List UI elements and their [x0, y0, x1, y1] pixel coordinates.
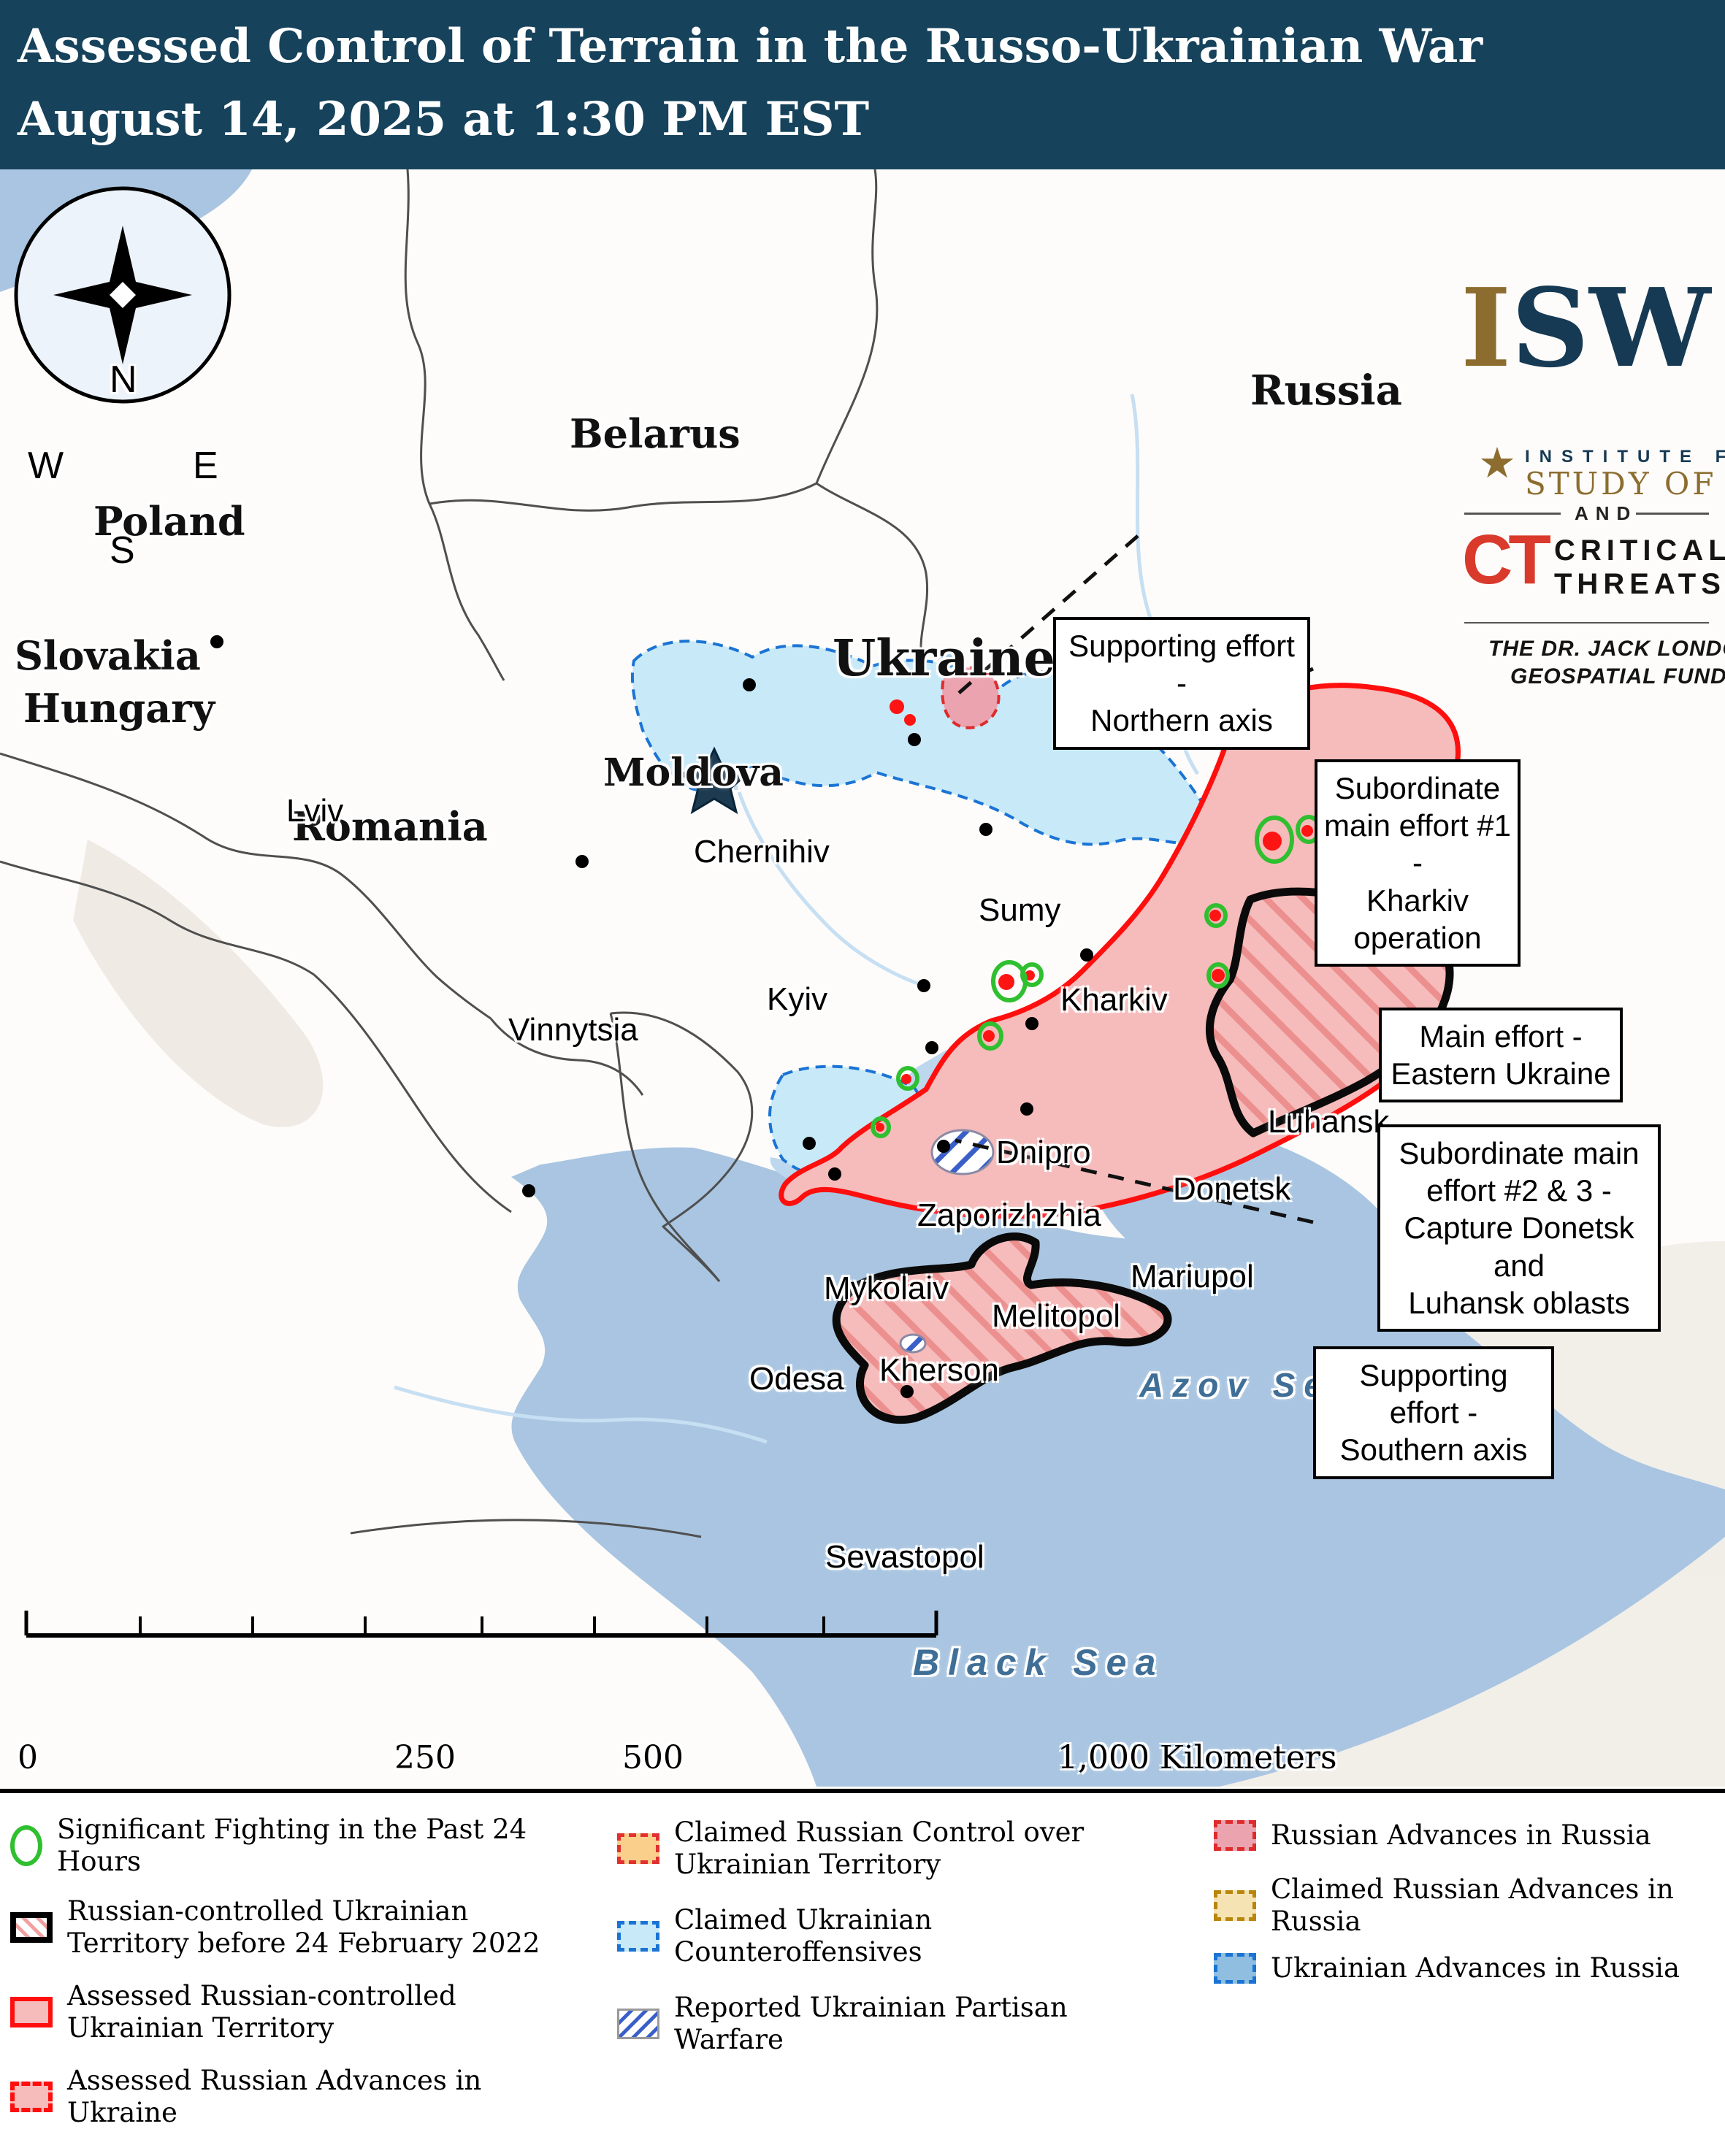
map-subtitle-datetime: August 14, 2025 at 1:30 PM EST: [18, 92, 870, 147]
and-label: AND: [1575, 502, 1638, 524]
country-label-belarus: Belarus: [570, 410, 741, 457]
legend-label: Assessed Russian-controlled Ukrainian Te…: [67, 1980, 456, 2044]
legend-panel: Significant Fighting in the Past 24 Hour…: [0, 1789, 1725, 2156]
legend-label: Assessed Russian Advances in Ukraine: [67, 2065, 482, 2128]
isw-logo: ISW: [1461, 274, 1710, 382]
legend-item-russian-advances-russia: Russian Advances in Russia: [1214, 1819, 1725, 1852]
legend-item-significant-fighting: Significant Fighting in the Past 24 Hour…: [10, 1814, 594, 1877]
legend-label: Claimed Ukrainian Counteroffensives: [674, 1904, 933, 1968]
fighting-swatch-icon: [10, 1825, 42, 1866]
scale-end-label: 1,000 Kilometers: [1057, 1739, 1337, 1776]
country-label-romania: Romania: [292, 803, 488, 850]
ua-advances-russia-swatch-icon: [1214, 1952, 1256, 1984]
advances-ukraine-swatch-icon: [10, 2081, 53, 2112]
map-title: Assessed Control of Terrain in the Russo…: [18, 19, 1483, 74]
scale-tick-250: 250: [394, 1739, 456, 1776]
legend-item-claimed-russian-advances-russia: Claimed Russian Advances in Russia: [1214, 1873, 1725, 1937]
country-label-hungary: Hungary: [23, 685, 215, 732]
isw-star-icon: ★: [1478, 440, 1516, 487]
claimed-ua-counteroffensive-swatch-icon: [617, 1920, 659, 1952]
legend-item-ukrainian-advances-russia: Ukrainian Advances in Russia: [1214, 1952, 1725, 1984]
crimea-region: [832, 1232, 1172, 1424]
legend-item-assessed-russian-controlled: Assessed Russian-controlled Ukrainian Te…: [10, 1980, 594, 2044]
partisan-swatch-icon: [617, 2008, 659, 2039]
compass-s: S: [110, 529, 135, 572]
city-label-dnipro: Dnipro: [996, 1135, 1091, 1170]
city-label-luhansk: Luhansk: [1268, 1104, 1390, 1140]
scale-tick-0: 0: [18, 1739, 38, 1776]
city-label-zaporizhzhia: Zaporizhzhia: [917, 1197, 1101, 1233]
city-label-mykolaiv: Mykolaiv: [824, 1270, 949, 1306]
fund-divider: [1464, 622, 1709, 624]
city-label-sumy: Sumy: [979, 892, 1061, 928]
advances-russia-swatch-icon: [1214, 1819, 1256, 1851]
title-bar: Assessed Control of Terrain in the Russo…: [0, 0, 1725, 169]
claimed-advances-russia-swatch-icon: [1214, 1890, 1256, 1921]
legend-label: Russian-controlled Ukrainian Territory b…: [67, 1895, 540, 1959]
callout-southern-axis: Supporting effort - Southern axis: [1313, 1346, 1554, 1479]
callout-donetsk-luhansk: Subordinate main effort #2 & 3 - Capture…: [1377, 1124, 1661, 1332]
city-dots: [210, 635, 1093, 1398]
legend-item-russian-advances-ukraine: Assessed Russian Advances in Ukraine: [10, 2065, 594, 2128]
city-label-vinnytsia: Vinnytsia: [508, 1012, 638, 1048]
compass-n: N: [110, 358, 137, 401]
critical-threats-word1: CRITICAL: [1554, 534, 1725, 567]
kyiv-star-icon: [678, 746, 751, 815]
callout-main-effort-east: Main effort - Eastern Ukraine: [1379, 1008, 1623, 1103]
city-label-sevastopol: Sevastopol: [825, 1539, 984, 1575]
assessed-swatch-icon: [10, 1996, 53, 2028]
legend-label: Claimed Russian Control over Ukrainian T…: [674, 1817, 1085, 1880]
country-label-ukraine: Ukraine: [833, 629, 1055, 688]
city-label-kharkiv: Kharkiv: [1060, 982, 1168, 1018]
callout-kharkiv-operation: Subordinate main effort #1 - Kharkiv ope…: [1315, 759, 1521, 967]
callout-northern-axis: Supporting effort - Northern axis: [1053, 617, 1310, 750]
city-label-mariupol: Mariupol: [1131, 1259, 1254, 1294]
isw-study-of-war-text: STUDY OF WAR: [1525, 466, 1725, 502]
compass-rose-icon: [14, 186, 232, 404]
isw-logo-sw: SW: [1511, 264, 1711, 391]
city-label-kyiv: Kyiv: [767, 981, 828, 1017]
fund-line2: GEOSPATIAL FUND: [1510, 664, 1725, 688]
country-label-russia: Russia: [1250, 367, 1402, 415]
city-label-chernihiv: Chernihiv: [694, 834, 830, 870]
claimed-russian-control-swatch-icon: [617, 1833, 659, 1864]
compass-w: W: [28, 445, 64, 487]
critical-threats-ct-icon: CT: [1462, 521, 1551, 599]
city-label-odesa: Odesa: [749, 1361, 844, 1397]
legend-label: Significant Fighting in the Past 24 Hour…: [57, 1814, 527, 1877]
legend-label: Ukrainian Advances in Russia: [1271, 1952, 1680, 1984]
compass-e: E: [193, 445, 218, 487]
pre2022-swatch-icon: [10, 1911, 53, 1943]
legend-label: Russian Advances in Russia: [1271, 1819, 1651, 1851]
city-label-kherson: Kherson: [879, 1352, 999, 1388]
country-label-moldova: Moldova: [603, 751, 784, 795]
legend-item-claimed-ukrainian-counteroffensives: Claimed Ukrainian Counteroffensives: [617, 1904, 1194, 1968]
and-divider-right: [1636, 513, 1709, 515]
sea-label-black: Black Sea: [913, 1642, 1165, 1683]
country-label-poland: Poland: [93, 498, 245, 545]
legend-label: Reported Ukrainian Partisan Warfare: [674, 1992, 1068, 2055]
legend-item-pre2022-territory: Russian-controlled Ukrainian Territory b…: [10, 1895, 594, 1959]
isw-institute-text: INSTITUTE FOR THE: [1525, 447, 1725, 467]
city-label-lviv: Lviv: [286, 793, 344, 829]
isw-logo-i: I: [1461, 264, 1512, 391]
scale-bar: [24, 1611, 938, 1638]
legend-item-partisan-warfare: Reported Ukrainian Partisan Warfare: [617, 1992, 1194, 2055]
legend-label: Claimed Russian Advances in Russia: [1271, 1873, 1674, 1937]
critical-threats-word2: THREATS: [1554, 568, 1725, 600]
fund-line1: THE DR. JACK LONDON: [1488, 637, 1725, 661]
and-divider-left: [1464, 513, 1561, 515]
country-label-slovakia: Slovakia: [15, 632, 201, 679]
city-label-donetsk: Donetsk: [1173, 1171, 1291, 1207]
legend-item-claimed-russian-control: Claimed Russian Control over Ukrainian T…: [617, 1817, 1194, 1880]
scale-tick-500: 500: [622, 1739, 684, 1776]
city-label-melitopol: Melitopol: [992, 1298, 1121, 1334]
